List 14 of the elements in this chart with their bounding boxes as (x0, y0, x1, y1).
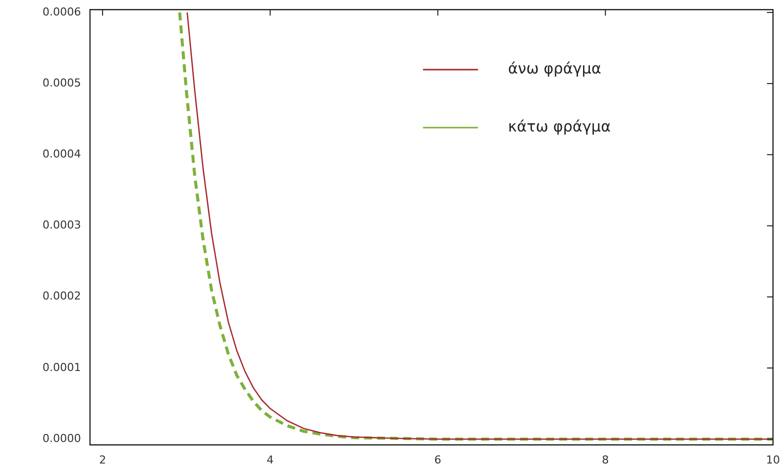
x-tick-label: 2 (99, 453, 106, 466)
x-tick-label: 6 (434, 453, 442, 466)
y-tick-label: 0.0003 (42, 218, 81, 232)
x-tick-label: 10 (766, 453, 780, 466)
y-tick-label: 0.0000 (42, 432, 81, 445)
y-tick-label: 0.0005 (42, 76, 81, 90)
y-tick-label: 0.0002 (42, 290, 81, 303)
y-tick-label: 0.0001 (42, 360, 81, 374)
legend-label: κάτω φράγμα (508, 117, 611, 136)
y-tick-label: 0.0004 (42, 148, 81, 161)
legend-label: άνω φράγμα (508, 59, 602, 78)
x-tick-label: 4 (266, 453, 274, 466)
y-tick-label: 0.0006 (42, 5, 81, 18)
x-tick-label: 8 (602, 453, 609, 466)
